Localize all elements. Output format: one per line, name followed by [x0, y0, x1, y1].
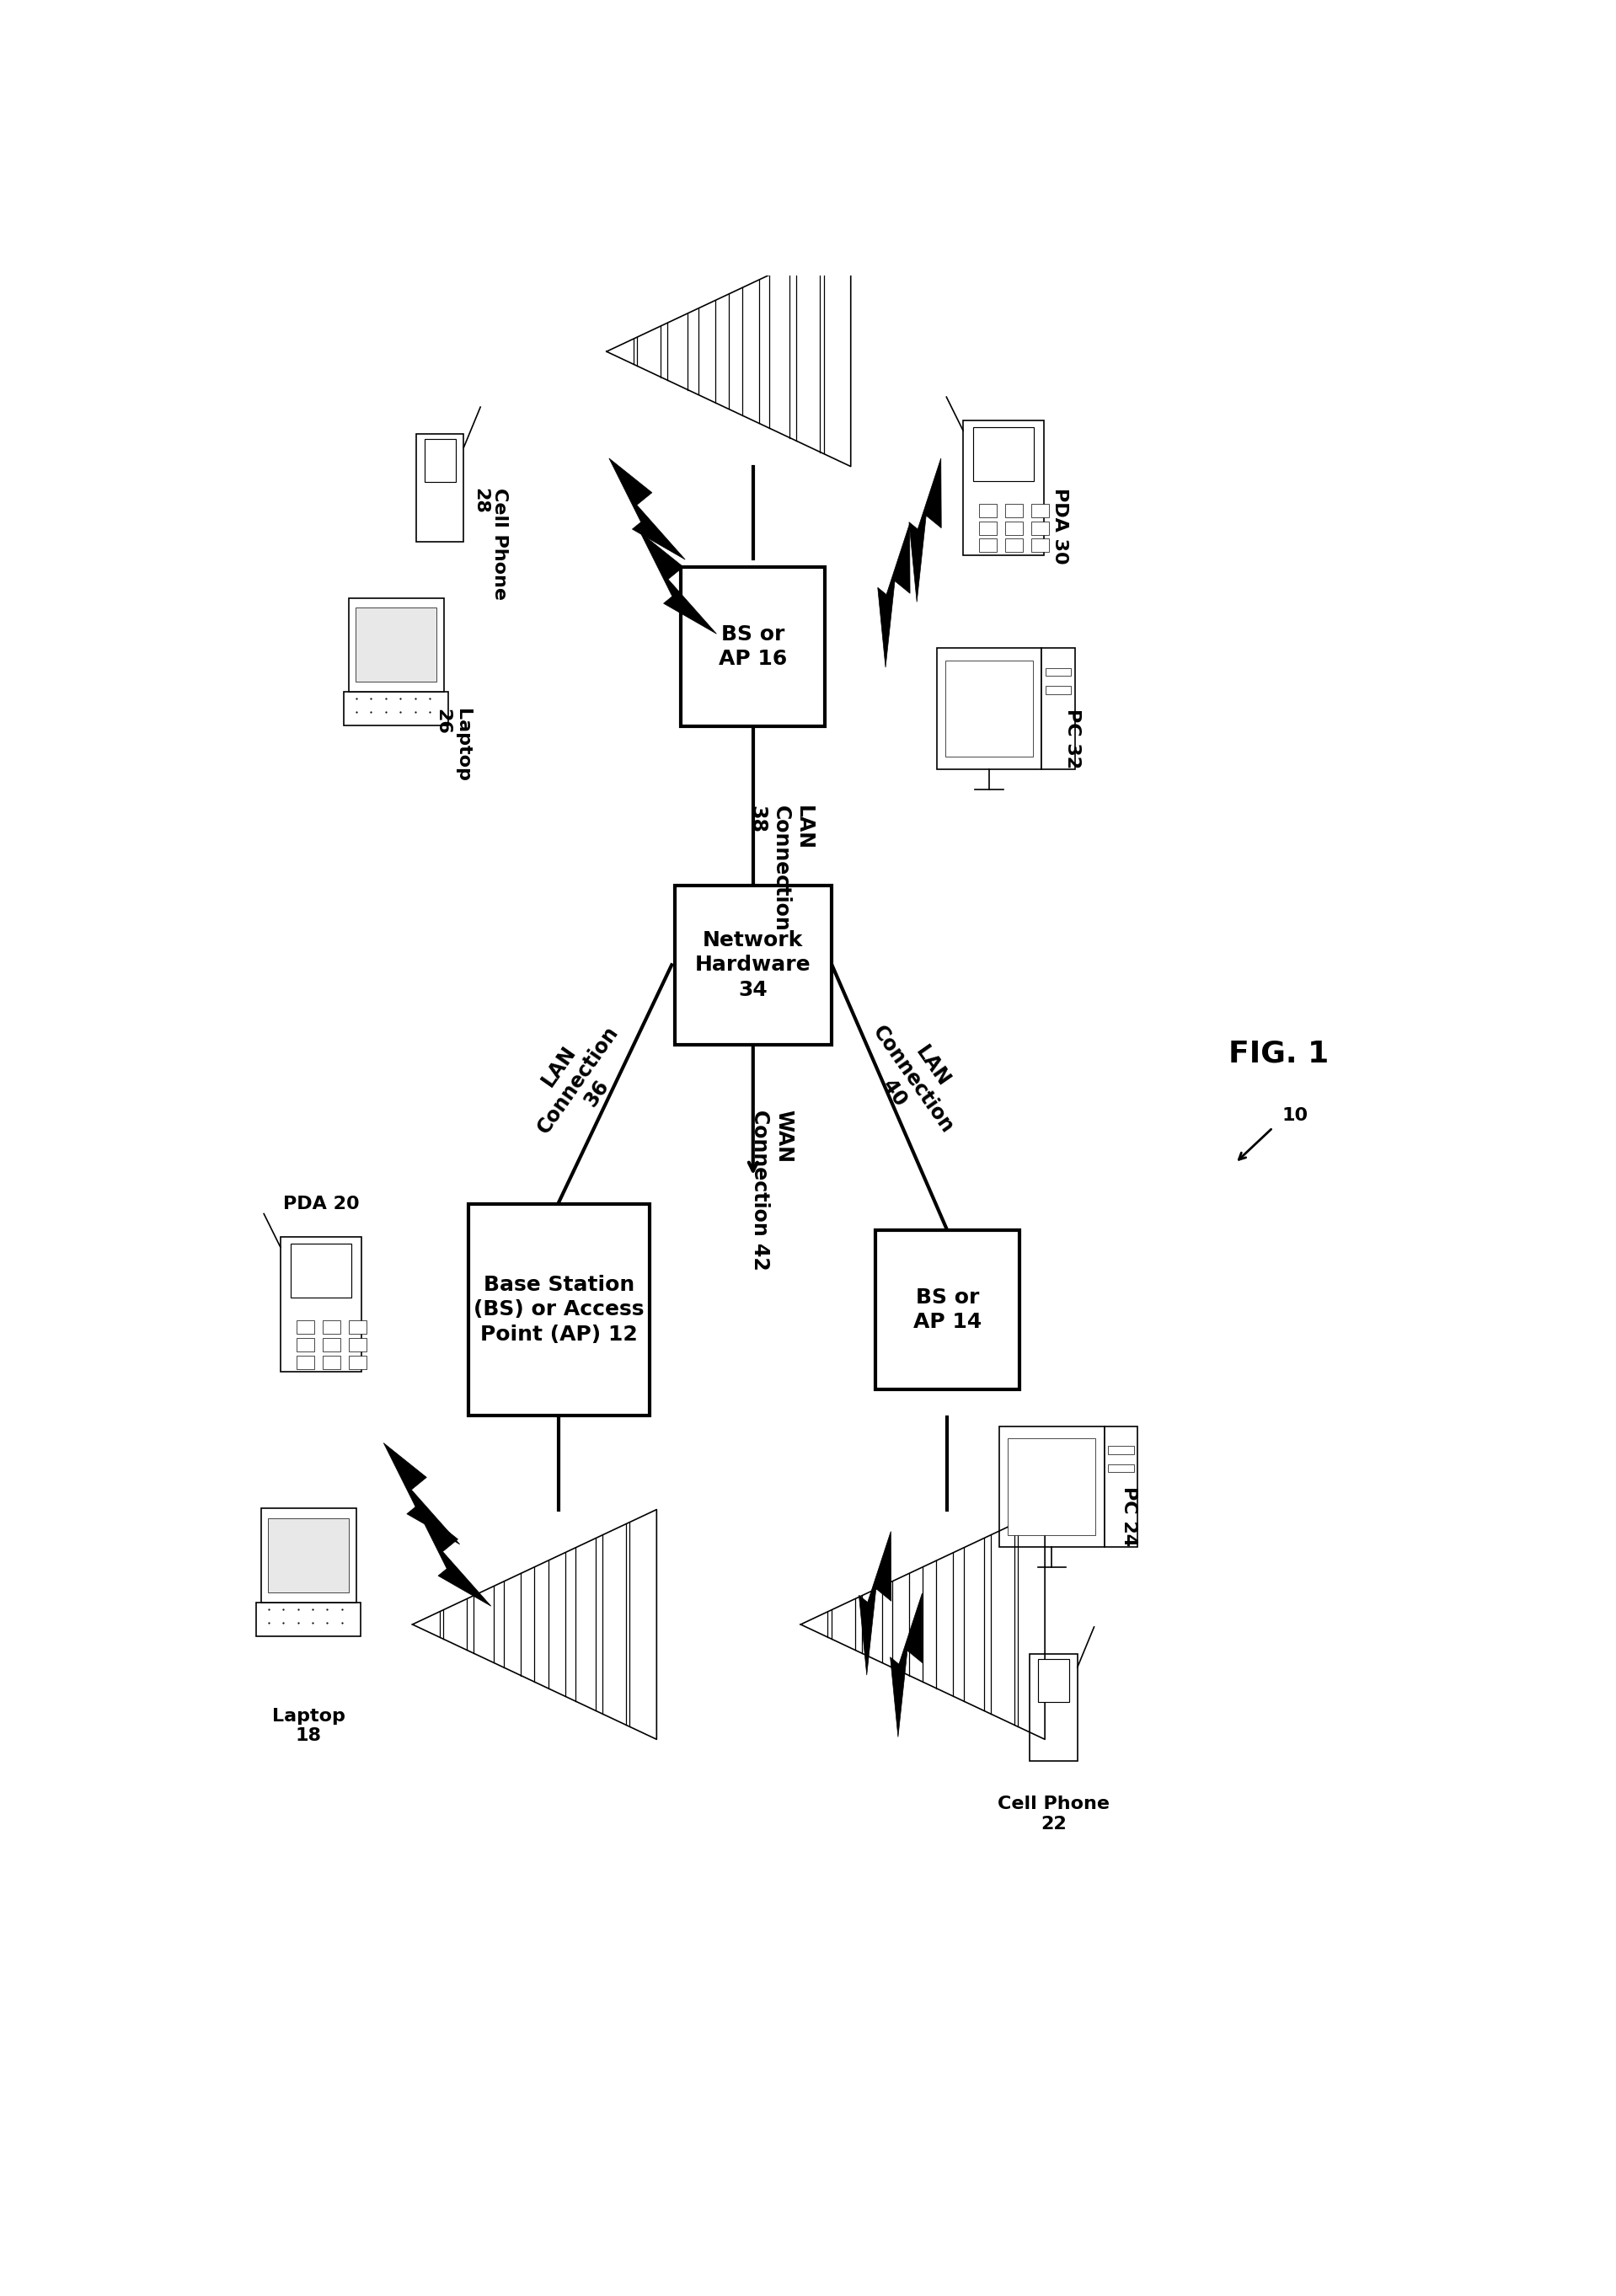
Bar	[973, 427, 1034, 480]
Text: PDA 30: PDA 30	[1052, 487, 1068, 565]
Bar	[1046, 668, 1071, 675]
Bar	[349, 1320, 367, 1334]
Bar	[979, 503, 997, 517]
Bar	[297, 1320, 315, 1334]
Text: FIG. 1: FIG. 1	[1228, 1040, 1330, 1068]
Bar	[281, 1238, 362, 1371]
Bar	[349, 597, 444, 691]
Bar	[979, 521, 997, 535]
Bar	[417, 434, 464, 542]
Text: LAN
Connection
40: LAN Connection 40	[850, 1008, 978, 1150]
Text: BS or
AP 16: BS or AP 16	[719, 625, 787, 670]
Bar	[297, 1339, 315, 1352]
Bar	[1109, 1465, 1134, 1472]
Text: PC 24: PC 24	[1120, 1486, 1138, 1548]
Polygon shape	[415, 1504, 491, 1607]
Bar	[680, 567, 826, 726]
Text: 10: 10	[1281, 1107, 1307, 1123]
Bar	[349, 1339, 367, 1352]
Text: Cell Phone
22: Cell Phone 22	[997, 1795, 1110, 1832]
Bar	[268, 1518, 349, 1591]
Bar	[876, 1231, 1020, 1389]
Bar	[291, 1244, 351, 1297]
Bar	[945, 661, 1033, 758]
Bar	[344, 691, 449, 726]
Polygon shape	[412, 1508, 656, 1740]
Text: Network
Hardware
34: Network Hardware 34	[695, 930, 811, 1001]
Bar	[425, 439, 456, 482]
Bar	[1046, 687, 1071, 693]
Polygon shape	[860, 1531, 890, 1676]
Bar	[1109, 1446, 1134, 1453]
Text: PDA 20: PDA 20	[283, 1196, 359, 1212]
Bar	[979, 540, 997, 551]
Bar	[1031, 503, 1049, 517]
Bar	[323, 1355, 341, 1368]
Polygon shape	[800, 1508, 1046, 1740]
Text: Base Station
(BS) or Access
Point (AP) 12: Base Station (BS) or Access Point (AP) 1…	[473, 1274, 645, 1345]
Bar	[323, 1339, 341, 1352]
Polygon shape	[383, 1442, 459, 1545]
Bar	[1104, 1426, 1138, 1548]
Text: PC 32: PC 32	[1063, 709, 1081, 769]
Bar	[469, 1203, 650, 1417]
Bar	[1037, 1660, 1070, 1701]
Text: WAN
Connection 42: WAN Connection 42	[750, 1109, 793, 1270]
Text: Laptop
26: Laptop 26	[435, 709, 470, 783]
Bar	[1029, 1653, 1078, 1761]
Bar	[1031, 540, 1049, 551]
Text: Cell Phone
28: Cell Phone 28	[472, 487, 509, 599]
Bar	[1042, 647, 1075, 769]
Polygon shape	[606, 236, 850, 466]
Polygon shape	[910, 459, 941, 602]
Bar	[1005, 540, 1023, 551]
Bar	[260, 1508, 356, 1603]
Bar	[356, 608, 436, 682]
Text: LAN
Connection
36: LAN Connection 36	[514, 1008, 642, 1150]
Text: LAN
Connection
38: LAN Connection 38	[747, 806, 814, 932]
Bar	[323, 1320, 341, 1334]
Bar	[255, 1603, 360, 1637]
Polygon shape	[609, 459, 685, 560]
Polygon shape	[877, 523, 910, 668]
Bar	[1005, 521, 1023, 535]
Text: BS or
AP 14: BS or AP 14	[913, 1288, 981, 1332]
Bar	[675, 886, 831, 1045]
Bar	[297, 1355, 315, 1368]
Bar	[963, 420, 1044, 556]
Bar	[937, 647, 1042, 769]
Text: Laptop
18: Laptop 18	[271, 1708, 346, 1745]
Bar	[349, 1355, 367, 1368]
Bar	[1000, 1426, 1104, 1548]
Polygon shape	[890, 1593, 923, 1738]
Bar	[1008, 1437, 1096, 1536]
Bar	[1031, 521, 1049, 535]
Bar	[1005, 503, 1023, 517]
Polygon shape	[640, 533, 716, 634]
